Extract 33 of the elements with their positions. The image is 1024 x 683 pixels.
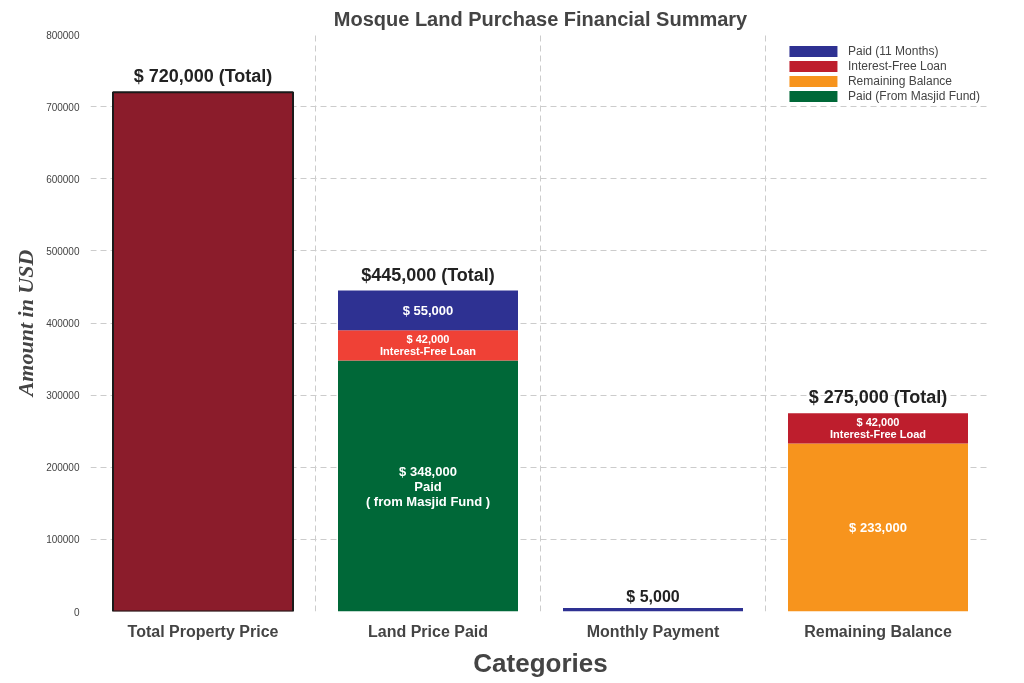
legend-label: Paid (11 Months) <box>847 44 939 58</box>
y-tick-label: 200000 <box>46 462 80 474</box>
y-tick-label: 500000 <box>46 245 80 257</box>
y-tick-label: 400000 <box>46 318 80 329</box>
y-tick-label: 700000 <box>46 101 80 113</box>
x-tick-label: Monthly Payment <box>586 622 720 640</box>
y-tick-label: 100000 <box>46 534 80 546</box>
chart-title: Mosque Land Purchase Financial Summary <box>333 7 749 30</box>
legend-label: Remaining Balance <box>847 74 953 88</box>
total-label: $445,000 (Total) <box>361 264 495 285</box>
y-tick-label: 300000 <box>46 390 80 402</box>
y-tick-label: 800000 <box>46 29 80 41</box>
data-label: $ 5,000 <box>626 587 680 605</box>
x-tick-label: Remaining Balance <box>804 622 952 640</box>
data-label: $ 55,000 <box>402 302 454 318</box>
y-tick-label: 600000 <box>46 173 80 185</box>
data-label: $ 348,000 Paid ( from Masjid Fund ) <box>365 463 491 509</box>
bar <box>338 360 518 612</box>
x-tick-label: Total Property Price <box>127 622 279 640</box>
x-axis-title: Categories <box>473 647 608 678</box>
y-axis-title: Amount in USD <box>13 249 39 399</box>
x-tick-label: Land Price Paid <box>367 622 489 640</box>
total-label: $ 275,000 (Total) <box>808 387 948 408</box>
bar <box>112 91 294 612</box>
bar <box>338 290 518 331</box>
legend-label: Paid (From Masjid Fund) <box>847 89 980 103</box>
data-label: $ 42,000 Interest-Free Load <box>830 416 926 441</box>
data-label: $ 233,000 <box>849 519 907 535</box>
total-label: $ 720,000 (Total) <box>133 66 273 87</box>
data-label: $ 42,000 Interest-Free Loan <box>380 333 477 358</box>
bar <box>788 443 968 612</box>
y-tick-label: 0 <box>73 606 80 618</box>
legend-label: Interest-Free Loan <box>847 59 947 73</box>
